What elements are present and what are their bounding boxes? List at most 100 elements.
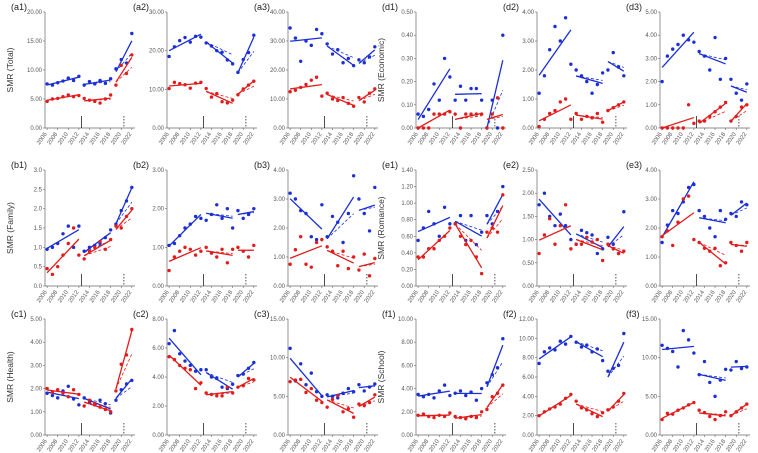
point-red [309,78,313,82]
panel-a1: (a1) 0.00 5.00 10.00 15.00 20.00 SMR (Total) 20… [5,2,135,146]
trend-line-red [326,249,354,264]
point-blue [416,112,420,116]
point-red [124,214,129,219]
point-red [119,226,123,230]
point-blue [66,224,70,228]
point-red [367,91,372,95]
y-tick-label: 1.00 [273,255,285,261]
point-red [574,111,578,116]
point-blue [590,91,594,95]
trend-line-red [454,223,483,269]
point-blue [563,342,568,346]
point-blue [432,82,436,86]
point-blue [681,200,685,204]
point-red [288,262,292,266]
point-blue [209,375,214,379]
y-tick-label: 3.00 [645,56,657,62]
point-red [130,327,134,332]
y-tick-label: 4.00 [645,33,657,39]
point-red [542,410,547,414]
point-red [314,240,319,245]
point-red [474,112,479,116]
trend-line-blue [607,226,625,248]
x-tick-label: 2022 [243,289,256,304]
point-red [485,230,489,234]
point-red [713,417,717,422]
point-red [215,255,219,259]
trend-line-blue [661,31,695,68]
y-tick-label: 0.00 [273,284,285,290]
point-red [600,120,605,124]
point-red [708,249,712,253]
point-red [697,408,701,412]
point-red [66,241,70,246]
point-red [616,103,621,107]
point-blue [537,361,541,366]
point-red [453,222,457,226]
point-red [479,410,484,414]
point-red [346,266,351,271]
point-red [293,378,298,382]
x-tick-label: 2022 [121,131,134,146]
y-tick-label: 2.00 [401,410,413,416]
point-blue [183,35,187,40]
point-red [697,240,701,245]
point-red [71,388,76,392]
x-tick-label: 2022 [492,131,505,146]
x-tick-label: 2022 [364,131,377,146]
point-red [320,94,324,98]
point-blue [665,346,670,351]
counterfactual-line-red [358,93,375,101]
point-red [553,405,557,409]
point-red [220,100,224,104]
point-red [61,253,65,257]
point-blue [448,393,452,398]
point-red [56,264,60,269]
point-red [745,103,749,107]
point-blue [537,203,541,207]
point-blue [288,26,292,30]
counterfactual-line-blue [237,51,255,73]
point-blue [681,328,685,333]
trend-line-blue [84,79,111,85]
y-tick-label: 0.00 [273,126,285,132]
y-tick-label: 2.00 [645,80,657,86]
y-tick-label: 3.00 [273,197,285,203]
point-blue [288,346,292,351]
point-red [220,247,224,251]
point-red [362,100,366,104]
point-red [692,121,696,126]
point-red [183,366,187,370]
trend-line-red [538,225,572,241]
point-red [464,417,468,421]
point-red [230,247,235,251]
point-blue [82,396,86,400]
y-tick-label: 0.10 [401,103,413,109]
trend-line-red [168,247,202,262]
y-tick-label: 2.0 [34,207,43,213]
y-tick-label: 2.00 [522,191,534,197]
point-blue [421,395,426,399]
point-blue [188,222,192,226]
point-red [241,87,245,91]
point-blue [367,385,372,389]
point-red [346,101,351,106]
counterfactual-line-red [730,244,747,246]
point-red [697,119,701,123]
point-red [548,217,552,221]
trend-line-red [289,245,323,259]
point-red [50,390,55,394]
point-red [616,251,621,256]
counterfactual-line-red [115,353,133,390]
point-blue [501,337,505,341]
point-red [676,126,680,130]
y-tick-label: 10.00 [270,356,286,362]
point-red [729,413,733,418]
point-blue [453,391,457,395]
point-blue [427,209,431,214]
point-blue [734,359,738,364]
panel-label: (c3) [254,309,270,319]
point-blue [485,381,489,385]
y-tick-label: 0.00 [30,126,42,132]
point-blue [220,50,224,54]
